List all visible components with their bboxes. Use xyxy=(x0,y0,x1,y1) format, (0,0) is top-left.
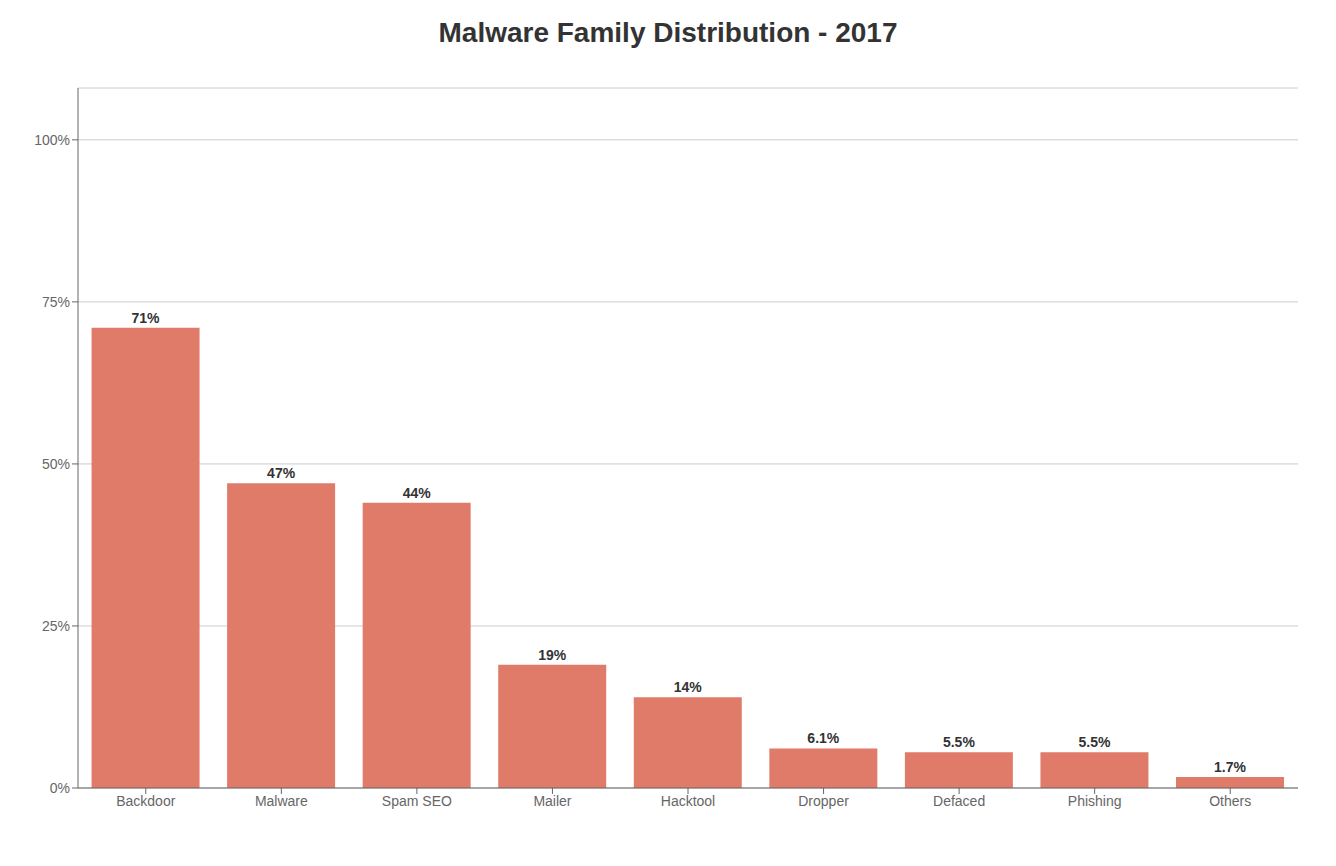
svg-text:Spam SEO: Spam SEO xyxy=(382,793,452,809)
svg-text:Backdoor: Backdoor xyxy=(116,793,175,809)
svg-text:100%: 100% xyxy=(34,132,70,148)
svg-text:Phishing: Phishing xyxy=(1068,793,1122,809)
svg-text:71%: 71% xyxy=(132,310,161,326)
svg-text:44%: 44% xyxy=(403,485,432,501)
svg-text:1.7%: 1.7% xyxy=(1214,759,1246,775)
svg-text:5.5%: 5.5% xyxy=(943,734,975,750)
svg-text:Defaced: Defaced xyxy=(933,793,985,809)
svg-text:Hacktool: Hacktool xyxy=(661,793,715,809)
svg-text:Dropper: Dropper xyxy=(798,793,849,809)
svg-text:14%: 14% xyxy=(674,679,703,695)
svg-text:5.5%: 5.5% xyxy=(1078,734,1110,750)
svg-text:25%: 25% xyxy=(42,618,70,634)
svg-text:Others: Others xyxy=(1209,793,1251,809)
svg-text:47%: 47% xyxy=(267,465,296,481)
svg-text:6.1%: 6.1% xyxy=(807,730,839,746)
svg-text:Malware: Malware xyxy=(255,793,308,809)
svg-text:19%: 19% xyxy=(538,647,567,663)
svg-text:50%: 50% xyxy=(42,456,70,472)
html-text:Malware Family Distribution -: Malware Family Distribution - 2017 xyxy=(438,17,898,48)
svg-text:Mailer: Mailer xyxy=(533,793,571,809)
svg-text:0%: 0% xyxy=(50,780,70,796)
svg-text:75%: 75% xyxy=(42,294,70,310)
